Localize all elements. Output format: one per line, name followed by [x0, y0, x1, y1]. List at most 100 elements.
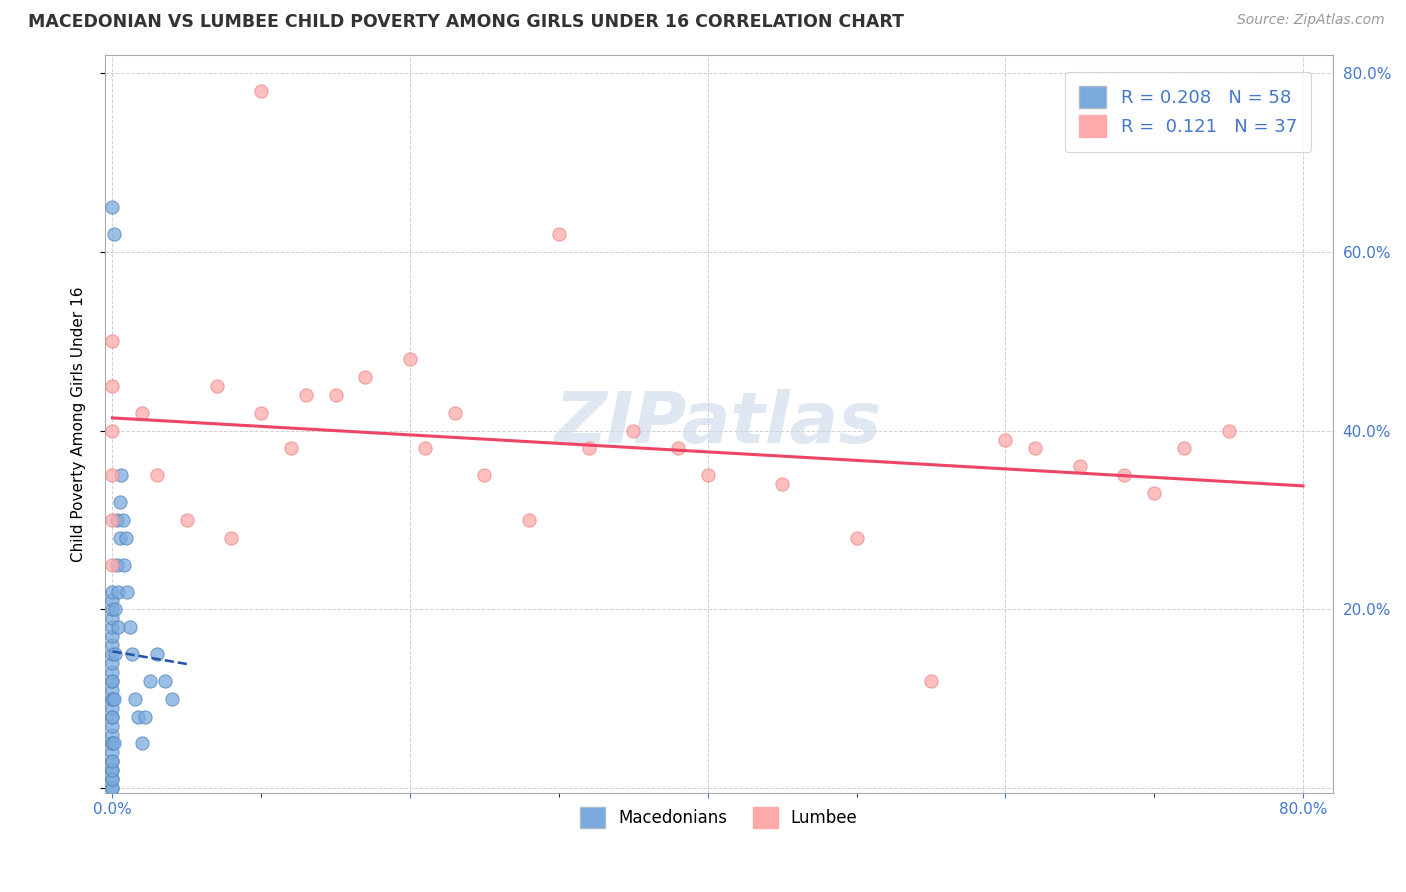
Point	[517, 513, 540, 527]
Point	[131, 737, 153, 751]
Text: Source: ZipAtlas.com: Source: ZipAtlas.com	[1237, 13, 1385, 28]
Point	[101, 755, 124, 769]
Point	[920, 673, 942, 688]
Point	[548, 227, 571, 241]
Point	[124, 691, 146, 706]
Point	[354, 370, 377, 384]
Point	[101, 737, 124, 751]
Point	[770, 477, 793, 491]
Point	[399, 352, 422, 367]
Point	[101, 656, 124, 670]
Text: ZIPatlas: ZIPatlas	[555, 390, 883, 458]
Point	[1024, 442, 1046, 456]
Point	[101, 755, 124, 769]
Point	[105, 558, 128, 572]
Point	[101, 764, 124, 778]
Point	[1114, 468, 1136, 483]
Point	[117, 584, 139, 599]
Point	[120, 620, 142, 634]
Point	[101, 691, 124, 706]
Text: MACEDONIAN VS LUMBEE CHILD POVERTY AMONG GIRLS UNDER 16 CORRELATION CHART: MACEDONIAN VS LUMBEE CHILD POVERTY AMONG…	[28, 13, 904, 31]
Point	[101, 700, 124, 714]
Point	[205, 379, 228, 393]
Y-axis label: Child Poverty Among Girls Under 16: Child Poverty Among Girls Under 16	[72, 286, 86, 562]
Point	[621, 424, 644, 438]
Point	[1143, 486, 1166, 500]
Point	[443, 406, 465, 420]
Point	[666, 442, 689, 456]
Point	[101, 379, 124, 393]
Point	[101, 468, 124, 483]
Point	[101, 424, 124, 438]
Point	[280, 442, 302, 456]
Point	[107, 620, 129, 634]
Point	[101, 334, 124, 349]
Point	[250, 84, 273, 98]
Point	[101, 737, 124, 751]
Point	[103, 691, 125, 706]
Point	[101, 558, 124, 572]
Point	[112, 558, 135, 572]
Point	[474, 468, 496, 483]
Point	[127, 709, 149, 723]
Point	[101, 611, 124, 625]
Point	[413, 442, 436, 456]
Point	[103, 227, 125, 241]
Point	[101, 691, 124, 706]
Point	[1069, 459, 1091, 474]
Point	[176, 513, 198, 527]
Point	[221, 531, 243, 545]
Point	[138, 673, 160, 688]
Point	[153, 673, 176, 688]
Point	[325, 388, 347, 402]
Point	[101, 709, 124, 723]
Point	[101, 682, 124, 697]
Point	[101, 513, 124, 527]
Point	[134, 709, 156, 723]
Legend: Macedonians, Lumbee: Macedonians, Lumbee	[572, 799, 866, 836]
Point	[101, 764, 124, 778]
Point	[111, 513, 134, 527]
Point	[994, 433, 1017, 447]
Point	[105, 513, 128, 527]
Point	[107, 584, 129, 599]
Point	[101, 772, 124, 787]
Point	[1218, 424, 1240, 438]
Point	[101, 709, 124, 723]
Point	[110, 468, 132, 483]
Point	[104, 647, 127, 661]
Point	[101, 647, 124, 661]
Point	[295, 388, 318, 402]
Point	[101, 629, 124, 643]
Point	[101, 727, 124, 741]
Point	[101, 200, 124, 214]
Point	[101, 673, 124, 688]
Point	[108, 495, 131, 509]
Point	[121, 647, 143, 661]
Point	[101, 781, 124, 796]
Point	[101, 746, 124, 760]
Point	[101, 584, 124, 599]
Point	[101, 665, 124, 679]
Point	[101, 593, 124, 607]
Point	[101, 781, 124, 796]
Point	[101, 638, 124, 652]
Point	[160, 691, 183, 706]
Point	[131, 406, 153, 420]
Point	[114, 531, 136, 545]
Point	[146, 647, 169, 661]
Point	[108, 531, 131, 545]
Point	[250, 406, 273, 420]
Point	[101, 718, 124, 732]
Point	[104, 602, 127, 616]
Point	[103, 737, 125, 751]
Point	[845, 531, 868, 545]
Point	[696, 468, 718, 483]
Point	[101, 673, 124, 688]
Point	[101, 602, 124, 616]
Point	[578, 442, 600, 456]
Point	[101, 772, 124, 787]
Point	[1173, 442, 1195, 456]
Point	[146, 468, 169, 483]
Point	[101, 620, 124, 634]
